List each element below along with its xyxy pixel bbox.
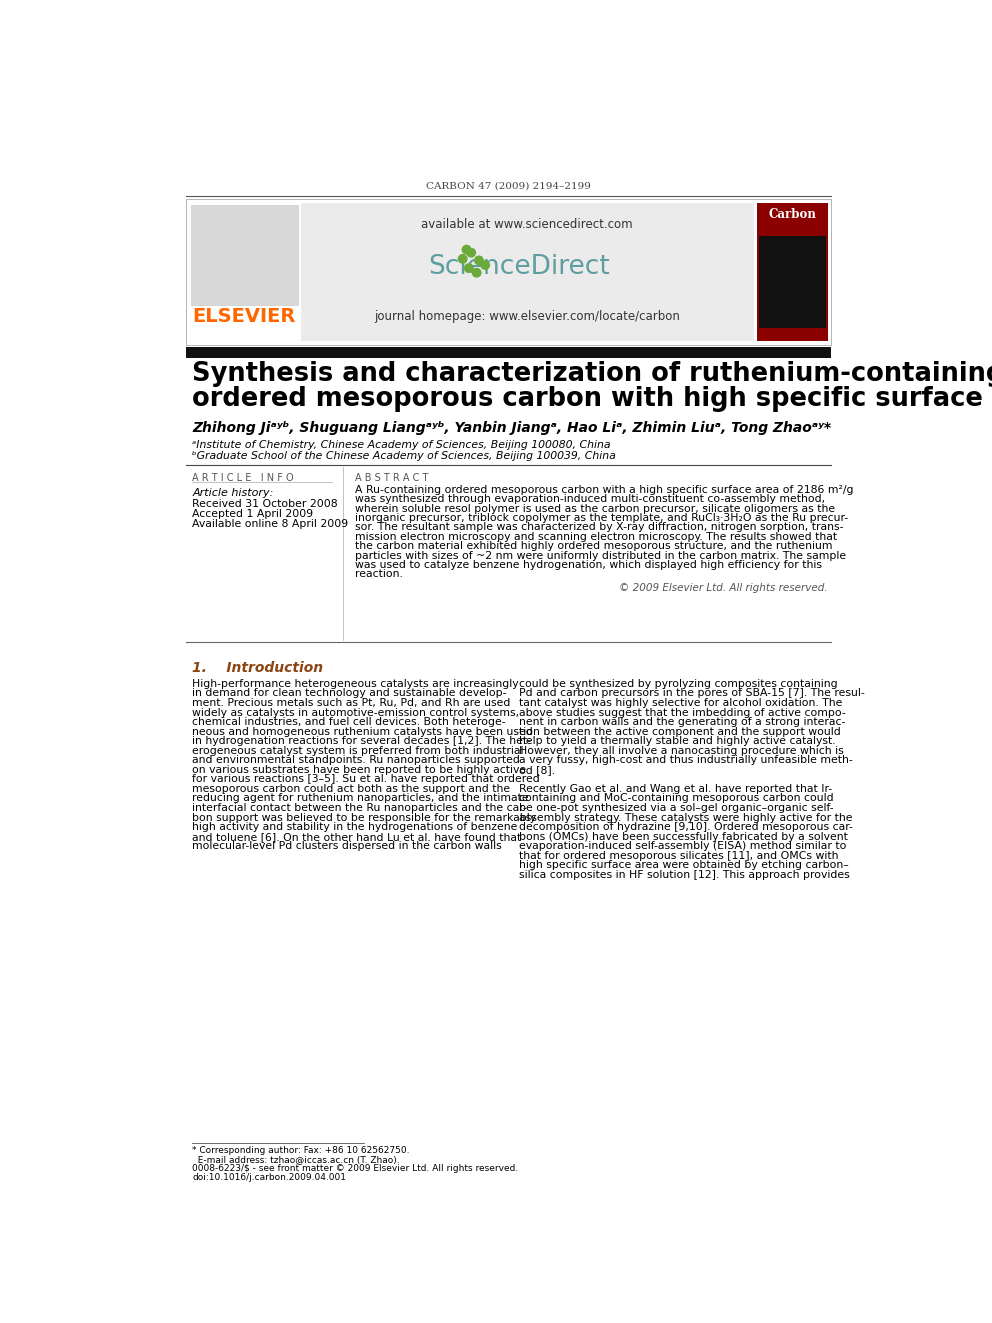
Text: CARBON 47 (2009) 2194–2199: CARBON 47 (2009) 2194–2199 [426,183,591,191]
Text: ment. Precious metals such as Pt, Ru, Pd, and Rh are used: ment. Precious metals such as Pt, Ru, Pd… [192,699,511,708]
Text: neous and homogeneous ruthenium catalysts have been used: neous and homogeneous ruthenium catalyst… [192,726,533,737]
Text: ᵇGraduate School of the Chinese Academy of Sciences, Beijing 100039, China: ᵇGraduate School of the Chinese Academy … [192,451,616,460]
Text: journal homepage: www.elsevier.com/locate/carbon: journal homepage: www.elsevier.com/locat… [374,310,680,323]
Text: 1.    Introduction: 1. Introduction [192,662,323,676]
Text: a very fussy, high-cost and thus industrially unfeasible meth-: a very fussy, high-cost and thus industr… [519,755,853,765]
Text: © 2009 Elsevier Ltd. All rights reserved.: © 2009 Elsevier Ltd. All rights reserved… [619,583,827,594]
Text: Article history:: Article history: [192,488,274,497]
Text: evaporation-induced self-assembly (EISA) method similar to: evaporation-induced self-assembly (EISA)… [519,841,846,851]
Text: and toluene [6]. On the other hand Lu et al. have found that: and toluene [6]. On the other hand Lu et… [192,832,522,841]
Text: was synthesized through evaporation-induced multi-constituent co-assembly method: was synthesized through evaporation-indu… [355,495,825,504]
Text: on various substrates have been reported to be highly active: on various substrates have been reported… [192,765,527,775]
Text: ordered mesoporous carbon with high specific surface area: ordered mesoporous carbon with high spec… [192,386,992,411]
Text: High-performance heterogeneous catalysts are increasingly: High-performance heterogeneous catalysts… [192,679,519,689]
Text: the carbon material exhibited highly ordered mesoporous structure, and the ruthe: the carbon material exhibited highly ord… [355,541,832,552]
Text: A R T I C L E   I N F O: A R T I C L E I N F O [192,472,294,483]
Circle shape [458,254,467,263]
Text: doi:10.1016/j.carbon.2009.04.001: doi:10.1016/j.carbon.2009.04.001 [192,1172,346,1181]
Text: However, they all involve a nanocasting procedure which is: However, they all involve a nanocasting … [519,746,844,755]
Text: bons (OMCs) have been successfully fabricated by a solvent: bons (OMCs) have been successfully fabri… [519,832,848,841]
Text: particles with sizes of ~2 nm were uniformly distributed in the carbon matrix. T: particles with sizes of ~2 nm were unifo… [355,550,846,561]
Text: Accepted 1 April 2009: Accepted 1 April 2009 [192,509,313,519]
Text: bon support was believed to be responsible for the remarkably: bon support was believed to be responsib… [192,812,537,823]
Text: nent in carbon walls and the generating of a strong interac-: nent in carbon walls and the generating … [519,717,845,728]
Bar [759,235,826,328]
Text: mission electron microscopy and scanning electron microscopy. The results showed: mission electron microscopy and scanning… [355,532,837,542]
Text: erogeneous catalyst system is preferred from both industrial: erogeneous catalyst system is preferred … [192,746,524,755]
Text: molecular-level Pd clusters dispersed in the carbon walls: molecular-level Pd clusters dispersed in… [192,841,502,851]
Text: containing and MoC-containing mesoporous carbon could: containing and MoC-containing mesoporous… [519,794,834,803]
Text: was used to catalyze benzene hydrogenation, which displayed high efficiency for : was used to catalyze benzene hydrogenati… [355,560,822,570]
Text: reaction.: reaction. [355,569,403,579]
Text: E-mail address: tzhao@iccas.ac.cn (T. Zhao).: E-mail address: tzhao@iccas.ac.cn (T. Zh… [192,1155,400,1164]
Text: widely as catalysts in automotive-emission control systems,: widely as catalysts in automotive-emissi… [192,708,520,717]
Text: Available online 8 April 2009: Available online 8 April 2009 [192,519,348,529]
Text: decomposition of hydrazine [9,10]. Ordered mesoporous car-: decomposition of hydrazine [9,10]. Order… [519,822,853,832]
Text: above studies suggest that the imbedding of active compo-: above studies suggest that the imbedding… [519,708,846,717]
Text: available at www.sciencedirect.com: available at www.sciencedirect.com [422,218,633,230]
Text: Zhihong Jiᵃʸᵇ, Shuguang Liangᵃʸᵇ, Yanbin Jiangᵃ, Hao Liᵃ, Zhimin Liuᵃ, Tong Zhao: Zhihong Jiᵃʸᵇ, Shuguang Liangᵃʸᵇ, Yanbin… [192,421,831,435]
Bar [186,198,831,345]
Text: Recently Gao et al. and Wang et al. have reported that Ir-: Recently Gao et al. and Wang et al. have… [519,785,832,794]
Bar [190,205,298,306]
Bar [301,202,754,341]
Text: be one-pot synthesized via a sol–gel organic–organic self-: be one-pot synthesized via a sol–gel org… [519,803,834,814]
Text: ScienceDirect: ScienceDirect [429,254,610,279]
Text: interfacial contact between the Ru nanoparticles and the car-: interfacial contact between the Ru nanop… [192,803,527,814]
Text: reducing agent for ruthenium nanoparticles, and the intimate: reducing agent for ruthenium nanoparticl… [192,794,529,803]
Bar [757,202,827,341]
Text: silica composites in HF solution [12]. This approach provides: silica composites in HF solution [12]. T… [519,869,850,880]
Text: A Ru-containing ordered mesoporous carbon with a high specific surface area of 2: A Ru-containing ordered mesoporous carbo… [355,484,853,495]
Text: Synthesis and characterization of ruthenium-containing: Synthesis and characterization of ruthen… [192,361,992,388]
Text: Carbon: Carbon [768,208,816,221]
Text: help to yield a thermally stable and highly active catalyst.: help to yield a thermally stable and hig… [519,736,836,746]
Circle shape [481,261,489,270]
Text: mesoporous carbon could act both as the support and the: mesoporous carbon could act both as the … [192,785,510,794]
Text: Pd and carbon precursors in the pores of SBA-15 [7]. The resul-: Pd and carbon precursors in the pores of… [519,688,865,699]
Text: assembly strategy. These catalysts were highly active for the: assembly strategy. These catalysts were … [519,812,853,823]
Text: tion between the active component and the support would: tion between the active component and th… [519,726,841,737]
Text: and environmental standpoints. Ru nanoparticles supported: and environmental standpoints. Ru nanopa… [192,755,520,765]
Circle shape [472,269,481,277]
Text: Received 31 October 2008: Received 31 October 2008 [192,499,338,509]
Text: sor. The resultant sample was characterized by X-ray diffraction, nitrogen sorpt: sor. The resultant sample was characteri… [355,523,843,532]
Text: that for ordered mesoporous silicates [11], and OMCs with: that for ordered mesoporous silicates [1… [519,851,839,861]
Text: wherein soluble resol polymer is used as the carbon precursor, silicate oligomer: wherein soluble resol polymer is used as… [355,504,835,513]
Text: high activity and stability in the hydrogenations of benzene: high activity and stability in the hydro… [192,822,518,832]
Text: inorganic precursor, triblock copolymer as the template, and RuCl₃·3H₂O as the R: inorganic precursor, triblock copolymer … [355,513,848,523]
Text: high specific surface area were obtained by etching carbon–: high specific surface area were obtained… [519,860,849,871]
Text: in demand for clean technology and sustainable develop-: in demand for clean technology and susta… [192,688,507,699]
Text: tant catalyst was highly selective for alcohol oxidation. The: tant catalyst was highly selective for a… [519,699,842,708]
Text: chemical industries, and fuel cell devices. Both heteroge-: chemical industries, and fuel cell devic… [192,717,506,728]
Text: * Corresponding author: Fax: +86 10 62562750.: * Corresponding author: Fax: +86 10 6256… [192,1146,410,1155]
Text: for various reactions [3–5]. Su et al. have reported that ordered: for various reactions [3–5]. Su et al. h… [192,774,540,785]
Text: ELSEVIER: ELSEVIER [192,307,296,325]
Text: od [8].: od [8]. [519,765,556,775]
Circle shape [475,257,483,265]
Text: 0008-6223/$ - see front matter © 2009 Elsevier Ltd. All rights reserved.: 0008-6223/$ - see front matter © 2009 El… [192,1164,519,1172]
Text: in hydrogenation reactions for several decades [1,2]. The het-: in hydrogenation reactions for several d… [192,736,531,746]
Circle shape [464,263,473,273]
Text: ᵃInstitute of Chemistry, Chinese Academy of Sciences, Beijing 100080, China: ᵃInstitute of Chemistry, Chinese Academy… [192,441,611,450]
Circle shape [467,249,475,257]
Bar [186,347,831,359]
Circle shape [462,245,471,254]
Text: A B S T R A C T: A B S T R A C T [355,472,429,483]
Text: could be synthesized by pyrolyzing composites containing: could be synthesized by pyrolyzing compo… [519,679,838,689]
